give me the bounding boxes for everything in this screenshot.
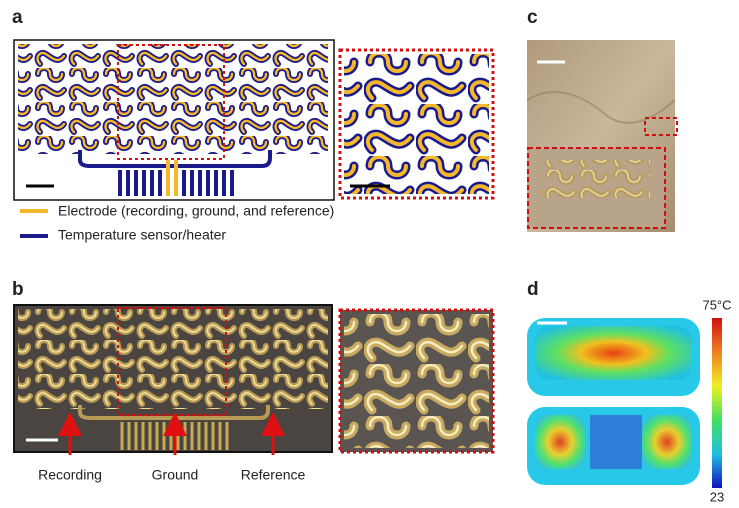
serpentine-zoom (344, 54, 489, 194)
panel-label: b (12, 279, 24, 300)
serpentine-mesh (18, 44, 328, 154)
device-on-skin (540, 160, 650, 198)
legend-text: Electrode (recording, ground, and refere… (58, 203, 334, 219)
colorbar (712, 318, 722, 488)
serpentine-mesh (18, 309, 328, 409)
panel-label: a (12, 7, 23, 28)
serpentine-zoom (344, 314, 489, 448)
heated-area (535, 326, 692, 380)
heated-area (642, 415, 692, 469)
panel-label: c (527, 7, 538, 28)
cool-area (590, 415, 642, 469)
annotation: Ground (152, 467, 199, 483)
annotation: Reference (241, 467, 306, 483)
heated-area (535, 415, 585, 469)
panel-label: d (527, 279, 539, 300)
colorbar-min: 23 (710, 489, 724, 504)
annotation: Recording (38, 467, 102, 483)
legend-text: Temperature sensor/heater (58, 227, 226, 243)
colorbar-max: 75°C (702, 297, 731, 312)
figure: a Electrode (recording, ground, and refe… (0, 0, 739, 508)
